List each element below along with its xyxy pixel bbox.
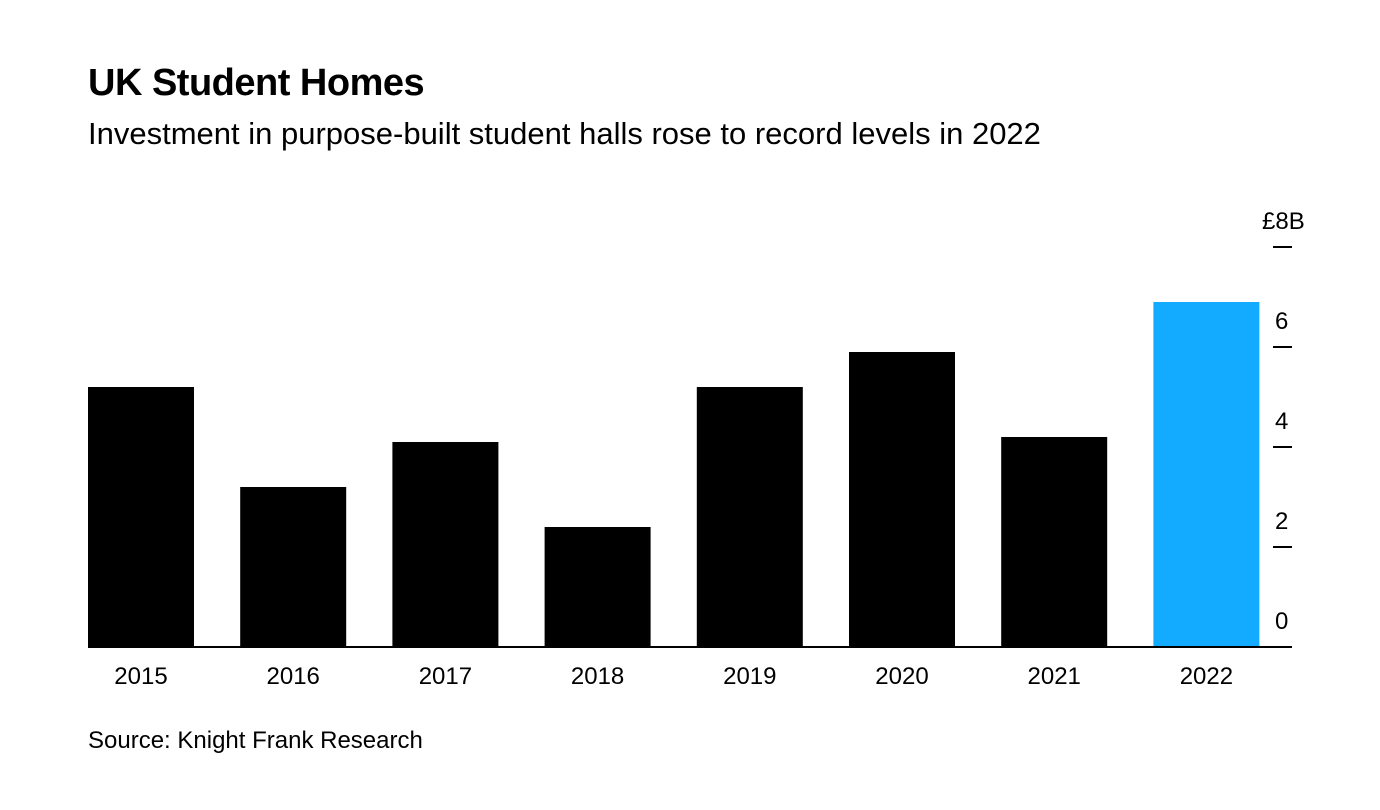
y-tick-label-8: £8B (1262, 208, 1305, 235)
source-note: Source: Knight Frank Research (88, 727, 423, 754)
y-tick-label-0: 0 (1275, 608, 1288, 635)
y-tick-label-6: 6 (1275, 308, 1288, 335)
bar-2015 (88, 387, 194, 647)
bar-2020 (849, 352, 955, 647)
x-tick-label-2016: 2016 (267, 663, 320, 690)
bar-2019 (696, 387, 803, 647)
bar-2016 (240, 487, 347, 647)
y-tick-label-2: 2 (1275, 508, 1288, 535)
x-tick-label-2021: 2021 (1028, 663, 1081, 690)
chart-title: UK Student Homes (88, 62, 425, 104)
bar-2022 (1153, 302, 1260, 647)
bar-2018 (544, 527, 651, 647)
x-tick-label-2022: 2022 (1180, 663, 1233, 690)
x-tick-label-2015: 2015 (114, 663, 167, 690)
x-tick-label-2018: 2018 (571, 663, 624, 690)
x-tick-label-2020: 2020 (875, 663, 928, 690)
bar-2021 (1001, 437, 1108, 647)
x-axis-labels: 2015 2016 2017 2018 2019 2020 2021 2022 (114, 663, 1233, 690)
bars-group (88, 302, 1260, 647)
x-tick-label-2017: 2017 (419, 663, 472, 690)
x-tick-label-2019: 2019 (723, 663, 776, 690)
y-axis: 0 2 4 6 £8B (1262, 208, 1305, 635)
chart-subtitle: Investment in purpose-built student hall… (88, 116, 1041, 151)
bar-2017 (392, 442, 499, 647)
y-tick-label-4: 4 (1275, 408, 1288, 435)
